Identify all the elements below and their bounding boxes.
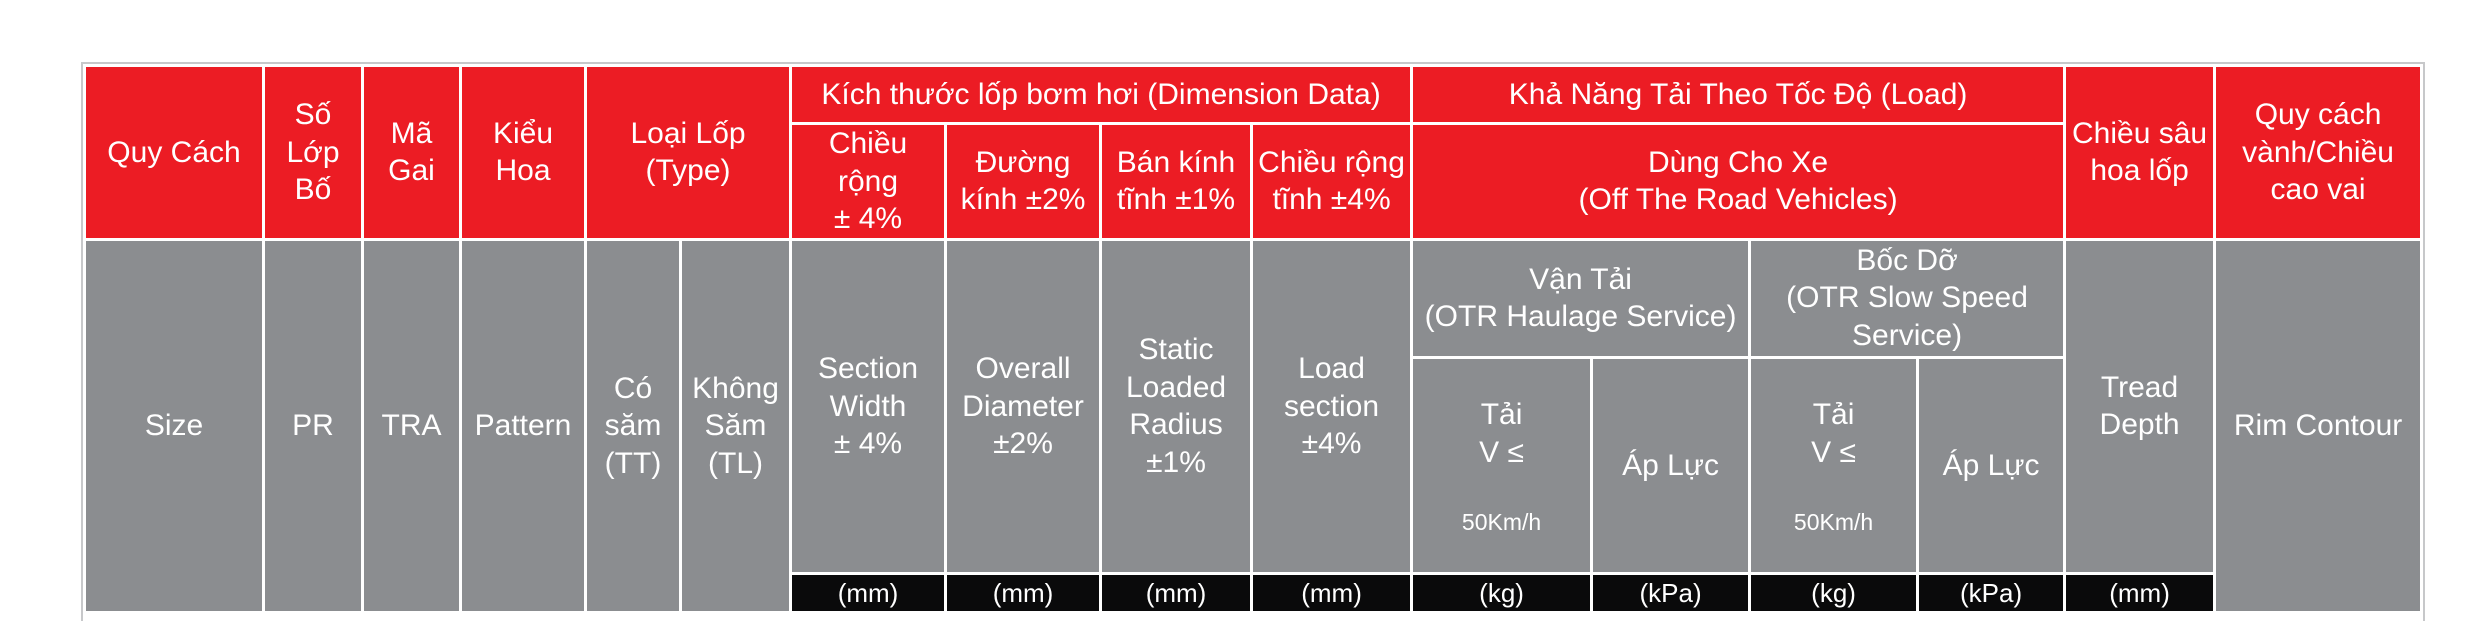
value-overall-diameter: 1393: [944, 611, 1103, 621]
header-kieu-hoa: Kiểu Hoa: [459, 64, 587, 241]
header-quy-cach: Quy Cách: [83, 64, 265, 241]
header-quy-cach-vanh: Quy cách vành/Chiều cao vai: [2213, 64, 2424, 241]
header-ma-gai: Mã Gai: [361, 64, 462, 241]
header-dimension-group: Kích thước lốp bơm hơi (Dimension Data): [789, 64, 1414, 125]
header-pattern: Pattern: [459, 237, 587, 615]
header-van-tai: Vận Tải (OTR Haulage Service): [1410, 237, 1752, 359]
header-dung-cho-xe: Dùng Cho Xe (Off The Road Vehicles): [1410, 122, 2067, 241]
gray-header-group-row: Size PR TRA Pattern Có săm (TT) Không Să…: [83, 237, 2424, 615]
unit-overall-diameter: (mm): [944, 572, 1103, 615]
unit-static-loaded-radius: (mm): [1099, 572, 1254, 615]
header-chieu-rong-tinh: Chiều rộng tĩnh ±4%: [1250, 122, 1414, 241]
header-haulage-pressure: Áp Lực: [1590, 355, 1752, 576]
unit-tread-depth: (mm): [2063, 572, 2217, 615]
header-loai-lop: Loại Lốp (Type): [583, 64, 793, 241]
header-tread-depth: Tread Depth: [2063, 237, 2217, 576]
header-load-section: Load section ±4%: [1250, 237, 1414, 576]
value-slow-speed-load: 11500: [1748, 611, 1920, 621]
units-row: (mm) (mm) (mm) (mm) (kg) (kPa) (kg) (kPa…: [85, 572, 2422, 615]
header-section-width: Section Width ± 4%: [789, 237, 948, 576]
header-rim-contour: Rim Contour: [2213, 237, 2424, 615]
tire-spec-table: Quy Cách Số Lớp Bố Mã Gai Kiểu Hoa Loại …: [83, 64, 2424, 621]
value-section-width: 381: [789, 611, 948, 621]
value-static-loaded-radius: 664: [1099, 611, 1254, 621]
value-pr: 36: [262, 611, 364, 621]
value-haulage-pressure: 900: [1590, 611, 1752, 621]
value-rim-contour: 10.00/2.0: [2213, 611, 2424, 621]
header-boc-do: Bốc Dỡ (OTR Slow Speed Service): [1748, 237, 2067, 359]
slow-speed-speed-label: 50Km/h: [1793, 508, 1874, 535]
unit-section-width: (mm): [789, 572, 948, 615]
unit-haulage-pressure: (kPa): [1590, 572, 1752, 615]
header-chieu-sau-hoa-lop: Chiều sâu hoa lốp: [2063, 64, 2217, 241]
gray-header-sub-row: Tải V ≤ 50Km/h Áp Lực Tải V ≤ 50Km/h Áp …: [85, 355, 2422, 576]
value-pattern: 64L: [459, 611, 587, 621]
red-header-group-row: Quy Cách Số Lớp Bố Mã Gai Kiểu Hoa Loại …: [83, 64, 2424, 241]
header-haulage-load: Tải V ≤ 50Km/h: [1410, 355, 1594, 576]
value-tubeless: x: [678, 611, 793, 621]
value-load-section: 419: [1250, 611, 1414, 621]
unit-slow-speed-load: (kg): [1748, 572, 1920, 615]
haulage-load-label: Tải V ≤: [1479, 398, 1524, 469]
header-chieu-rong: Chiều rộng ± 4%: [789, 122, 948, 241]
header-pr: PR: [262, 237, 364, 615]
value-tra: E4: [361, 611, 462, 621]
value-slow-speed-pressure: 1050: [1916, 611, 2067, 621]
header-slow-speed-pressure: Áp Lực: [1916, 355, 2067, 576]
header-co-sam: Có săm (TT): [584, 237, 682, 615]
unit-load-section: (mm): [1250, 572, 1414, 615]
unit-slow-speed-pressure: (kPa): [1916, 572, 2067, 615]
value-size: 14.00-25: [83, 611, 265, 621]
value-haulage-load: 7500: [1410, 611, 1594, 621]
header-tra: TRA: [361, 237, 462, 615]
tire-spec-table-container: Quy Cách Số Lớp Bố Mã Gai Kiểu Hoa Loại …: [81, 62, 2426, 621]
header-khong-sam: Không Săm (TL): [678, 237, 793, 615]
header-slow-speed-load: Tải V ≤ 50Km/h: [1748, 355, 1920, 576]
slow-speed-load-label: Tải V ≤: [1811, 398, 1856, 469]
header-overall-diameter: Overall Diameter ±2%: [944, 237, 1103, 576]
unit-haulage-load: (kg): [1410, 572, 1594, 615]
header-load-group: Khả Năng Tải Theo Tốc Độ (Load): [1410, 64, 2067, 125]
red-header-sub-row: Chiều rộng ± 4% Đường kính ±2% Bán kính …: [85, 122, 2422, 241]
value-tread-depth: 37: [2063, 611, 2217, 621]
header-ban-kinh: Bán kính tĩnh ±1%: [1099, 122, 1254, 241]
value-tube-type: x: [584, 611, 682, 621]
header-static-loaded-radius: Static Loaded Radius ±1%: [1099, 237, 1254, 576]
header-size: Size: [83, 237, 265, 615]
data-row: 14.00-25 36 E4 64L x x 381 1393 664 419 …: [83, 611, 2424, 621]
header-duong-kinh: Đường kính ±2%: [944, 122, 1103, 241]
haulage-speed-label: 50Km/h: [1461, 508, 1542, 535]
header-so-lop-bo: Số Lớp Bố: [262, 64, 364, 241]
